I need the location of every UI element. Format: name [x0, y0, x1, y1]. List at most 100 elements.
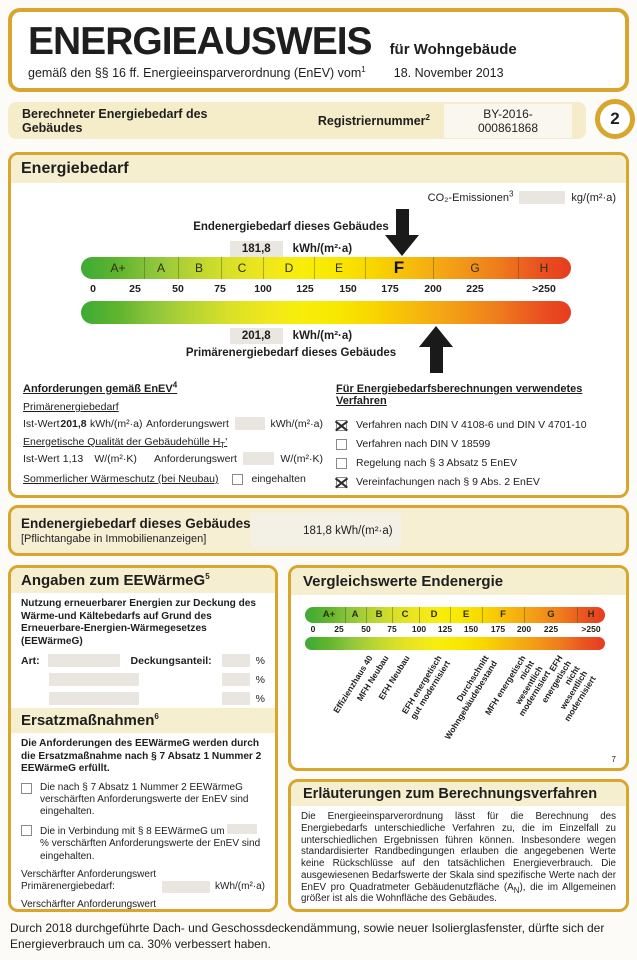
ist-value: 1,13: [62, 452, 84, 465]
ersatz-checkbox[interactable]: [21, 782, 32, 794]
art-field[interactable]: [47, 654, 120, 668]
primary-energy-unit: kWh/(m²·a): [292, 330, 353, 342]
share-field[interactable]: [221, 673, 250, 687]
ist-wert-row: Ist-Wert 201,8 kWh/(m²·a) Anforderungswe…: [23, 417, 324, 430]
footnote-marker: 4: [172, 380, 178, 390]
scale-tick: 225: [466, 283, 484, 295]
co2-emissions-row: CO₂-Emissionen3 kg/(m²·a): [427, 188, 616, 204]
method-checkbox[interactable]: [336, 420, 347, 431]
scale-tick: 50: [361, 624, 371, 634]
comparison-scale: A+ A B C D E F G H 0 25 50 75 100 125 15…: [305, 607, 609, 762]
scale-tick: 175: [381, 283, 399, 295]
scale-tick: 200: [424, 283, 442, 295]
scale-tick: >250: [532, 283, 556, 295]
scale-tick: 175: [490, 624, 506, 634]
requirement-value-field[interactable]: [242, 452, 275, 465]
comparison-scale-gradient-bar: [305, 637, 605, 650]
scale-class-label: H: [539, 261, 549, 275]
method-option: Verfahren nach DIN V 4108-6 und DIN V 47…: [336, 419, 626, 431]
scale-tick: 75: [387, 624, 397, 634]
scale-tick: 125: [296, 283, 314, 295]
footnote-marker: 5: [205, 572, 210, 581]
primary-energy-label: Primärenergiebedarf dieses Gebäudes: [185, 347, 397, 359]
ersatz-checkbox[interactable]: [21, 825, 32, 837]
share-field[interactable]: [221, 692, 250, 706]
method-title: Für Energiebedarfsberechnungen verwendet…: [336, 383, 583, 407]
scale-tick: 0: [310, 624, 316, 634]
scale-class-label: B: [194, 261, 203, 275]
explanations-body: Die Energieeinsparverordnung lässt für d…: [301, 811, 617, 905]
method-option: Vereinfachungen nach § 9 Abs. 2 EnEV: [336, 476, 626, 488]
scale-class-label: F: [500, 609, 506, 620]
requirement-value-field[interactable]: [162, 881, 210, 894]
co2-unit: kg/(m²·a): [571, 191, 616, 204]
section-title: Energiebedarf: [11, 155, 626, 183]
calculation-method-block: Für Energiebedarfsberechnungen verwendet…: [336, 383, 626, 495]
explanations-title: Erläuterungen zum Berechnungsverfahren: [291, 782, 626, 806]
percent-field[interactable]: [227, 824, 258, 835]
method-checkbox[interactable]: [336, 477, 347, 488]
comparison-labels: Effizienzhaus 40 MFH Neubau EFH Neubau E…: [305, 650, 609, 762]
co2-label: CO₂-Emissionen3: [427, 188, 514, 204]
ist-value: 201,8: [60, 417, 87, 430]
comparison-scale-band-row: A+ A B C D E F G H: [305, 607, 605, 623]
registration-number-field[interactable]: BY-2016-000861868: [444, 103, 572, 138]
footnote-marker: 7: [611, 755, 616, 764]
explanations-panel: Erläuterungen zum Berechnungsverfahren D…: [288, 779, 629, 912]
primary-energy-arrow-up-icon: [419, 326, 453, 373]
art-row: Art: Deckungsanteil: %: [21, 654, 265, 668]
scale-tick: 50: [172, 283, 184, 295]
final-energy-label: Endenergiebedarf dieses Gebäudes: [193, 221, 389, 233]
stricter-requirement-row: Verschärfter Anforderungswert Primärener…: [21, 868, 265, 894]
scale-tick: 150: [339, 283, 357, 295]
scale-class-label: A+: [322, 609, 336, 620]
method-checkbox[interactable]: [336, 458, 347, 469]
art-row: %: [21, 692, 265, 706]
ersatz-intro: Die Anforderungen des EEWärmeG werden du…: [21, 738, 262, 775]
energy-demand-panel: Energiebedarf CO₂-Emissionen3 kg/(m²·a) …: [8, 152, 629, 498]
co2-value-field[interactable]: [519, 191, 566, 204]
scale-tick: >250: [581, 624, 601, 634]
energy-scale-gradient-bar: [81, 301, 571, 324]
document-title: ENERGIEAUSWEIS: [28, 20, 373, 63]
scale-class-label: B: [375, 609, 383, 620]
scale-tick: 100: [254, 283, 272, 295]
eewaermeg-title: Angaben zum EEWärmeG5: [11, 568, 275, 593]
method-checkbox[interactable]: [336, 439, 347, 450]
summer-heat-row: Sommerlicher Wärmeschutz (bei Neubau) ei…: [23, 473, 306, 485]
scale-class-label: D: [430, 609, 438, 620]
page-number-badge: 2: [595, 99, 635, 139]
calculated-demand-label: Berechneter Energiebedarf des Gebäudes: [22, 106, 208, 135]
eewaermeg-intro: Nutzung erneuerbarer Energien zur Deckun…: [21, 598, 257, 647]
summer-heat-checkbox[interactable]: [232, 474, 244, 485]
comparison-values-panel: Vergleichswerte Endenergie A+ A B C D E …: [288, 565, 629, 771]
meta-bar: Berechneter Energiebedarf des Gebäudes R…: [8, 102, 586, 139]
share-field[interactable]: [221, 654, 250, 668]
requirements-title: Anforderungen gemäß EnEV4: [23, 380, 178, 395]
scale-tick: 150: [463, 624, 479, 634]
scale-class-label: D: [284, 261, 294, 275]
art-field[interactable]: [49, 692, 139, 706]
scale-class-label: E: [334, 261, 343, 275]
scale-class-label: E: [462, 609, 470, 620]
scale-tick: 100: [411, 624, 427, 634]
comparison-scale-tick-row: 0 25 50 75 100 125 150 175 200 225 >250: [305, 623, 605, 637]
ist-wert-row: Ist-Wert 1,13 W/(m²·K) Anforderungswert …: [23, 452, 323, 465]
scale-tick: 75: [214, 283, 226, 295]
scale-tick: 200: [516, 624, 532, 634]
method-option: Regelung nach § 3 Absatz 5 EnEV: [336, 457, 626, 469]
band-subtitle: [Pflichtangabe in Immobilienanzeigen]: [21, 533, 207, 545]
final-energy-arrow-down-icon: [385, 209, 419, 256]
scale-class-label-highlighted: F: [393, 258, 405, 277]
final-energy-band: Endenergiebedarf dieses Gebäudes [Pflich…: [8, 505, 629, 556]
envelope-quality-heading: Energetische Qualität der Gebäudehülle H…: [23, 436, 228, 451]
scale-class-label: C: [237, 261, 247, 275]
requirement-value-field[interactable]: [234, 417, 265, 430]
energy-scale-tick-row: 0 25 50 75 100 125 150 175 200 225 >250: [81, 279, 571, 301]
requirements-block: Anforderungen gemäß EnEV4 Primärenergieb…: [23, 380, 324, 485]
comparison-title: Vergleichswerte Endenergie: [291, 568, 626, 595]
scale-class-label: G: [547, 609, 555, 620]
art-field[interactable]: [49, 673, 139, 687]
scale-tick: 25: [129, 283, 141, 295]
